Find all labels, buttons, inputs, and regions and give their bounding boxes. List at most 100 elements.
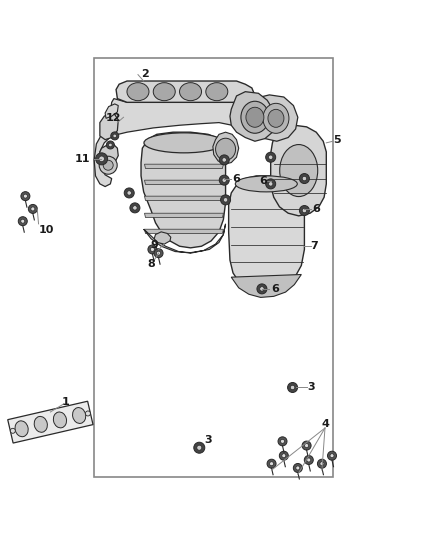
Text: 4: 4 bbox=[321, 419, 329, 429]
Polygon shape bbox=[145, 180, 223, 184]
Circle shape bbox=[307, 458, 311, 462]
Circle shape bbox=[111, 132, 119, 140]
Polygon shape bbox=[145, 229, 223, 233]
Circle shape bbox=[194, 442, 205, 453]
Circle shape bbox=[280, 439, 285, 443]
Circle shape bbox=[23, 194, 28, 198]
Polygon shape bbox=[141, 132, 226, 248]
Circle shape bbox=[293, 464, 302, 472]
Circle shape bbox=[302, 176, 307, 181]
Circle shape bbox=[328, 451, 336, 460]
Circle shape bbox=[133, 206, 137, 210]
Circle shape bbox=[266, 152, 276, 162]
Circle shape bbox=[279, 451, 288, 460]
Circle shape bbox=[99, 156, 104, 161]
Ellipse shape bbox=[127, 83, 149, 101]
Circle shape bbox=[302, 441, 311, 450]
Text: 11: 11 bbox=[74, 154, 90, 164]
Polygon shape bbox=[213, 132, 239, 164]
Circle shape bbox=[127, 191, 131, 195]
Circle shape bbox=[288, 383, 297, 392]
Polygon shape bbox=[145, 196, 223, 200]
Circle shape bbox=[300, 206, 309, 215]
Polygon shape bbox=[94, 93, 274, 187]
Circle shape bbox=[290, 385, 295, 390]
Circle shape bbox=[219, 155, 229, 165]
Circle shape bbox=[95, 153, 108, 165]
Circle shape bbox=[300, 174, 309, 183]
Circle shape bbox=[266, 179, 276, 189]
Circle shape bbox=[150, 247, 155, 252]
Circle shape bbox=[269, 462, 274, 466]
Ellipse shape bbox=[241, 101, 269, 133]
Circle shape bbox=[124, 188, 134, 198]
Polygon shape bbox=[229, 176, 304, 294]
Circle shape bbox=[154, 249, 163, 257]
Text: 6: 6 bbox=[233, 174, 240, 183]
Circle shape bbox=[109, 143, 112, 147]
Ellipse shape bbox=[153, 83, 175, 101]
Ellipse shape bbox=[246, 107, 264, 127]
Ellipse shape bbox=[206, 83, 228, 101]
Text: 2: 2 bbox=[141, 69, 149, 78]
Circle shape bbox=[221, 195, 230, 205]
Ellipse shape bbox=[268, 109, 284, 127]
Text: 5: 5 bbox=[333, 135, 341, 144]
Circle shape bbox=[304, 443, 309, 448]
Polygon shape bbox=[8, 401, 93, 443]
Ellipse shape bbox=[235, 176, 297, 192]
Polygon shape bbox=[251, 95, 298, 141]
Circle shape bbox=[106, 141, 114, 149]
Text: 12: 12 bbox=[105, 114, 121, 123]
Text: 7: 7 bbox=[311, 241, 318, 251]
Ellipse shape bbox=[180, 83, 201, 101]
Circle shape bbox=[223, 198, 228, 202]
Ellipse shape bbox=[280, 144, 318, 197]
Text: 6: 6 bbox=[259, 176, 267, 186]
Ellipse shape bbox=[144, 133, 224, 153]
Polygon shape bbox=[100, 113, 118, 140]
Circle shape bbox=[318, 459, 326, 468]
Circle shape bbox=[21, 219, 25, 223]
Text: 1: 1 bbox=[62, 397, 70, 407]
Ellipse shape bbox=[215, 138, 236, 160]
Circle shape bbox=[304, 456, 313, 464]
Circle shape bbox=[219, 175, 229, 185]
Text: 3: 3 bbox=[307, 383, 315, 392]
Circle shape bbox=[11, 429, 15, 433]
Polygon shape bbox=[105, 104, 118, 118]
Circle shape bbox=[257, 284, 267, 294]
Circle shape bbox=[156, 251, 161, 255]
Circle shape bbox=[282, 454, 286, 458]
Circle shape bbox=[113, 134, 117, 138]
Text: 6: 6 bbox=[271, 284, 279, 294]
Polygon shape bbox=[231, 274, 301, 297]
Polygon shape bbox=[154, 232, 171, 244]
Circle shape bbox=[148, 245, 157, 254]
Circle shape bbox=[302, 208, 307, 213]
Circle shape bbox=[85, 411, 90, 416]
Circle shape bbox=[103, 160, 113, 170]
Text: 6: 6 bbox=[312, 204, 320, 214]
Polygon shape bbox=[144, 224, 226, 253]
Ellipse shape bbox=[53, 412, 67, 428]
Bar bbox=[94, 58, 333, 477]
Circle shape bbox=[268, 182, 273, 186]
Circle shape bbox=[296, 466, 300, 470]
Polygon shape bbox=[99, 144, 118, 166]
Text: 8: 8 bbox=[147, 259, 155, 269]
Circle shape bbox=[18, 217, 27, 225]
Circle shape bbox=[99, 156, 117, 174]
Polygon shape bbox=[271, 125, 326, 216]
Circle shape bbox=[21, 192, 30, 200]
Ellipse shape bbox=[73, 408, 86, 423]
Circle shape bbox=[31, 207, 35, 211]
Circle shape bbox=[130, 203, 140, 213]
Polygon shape bbox=[145, 213, 223, 217]
Circle shape bbox=[330, 454, 334, 458]
Circle shape bbox=[222, 178, 226, 182]
Circle shape bbox=[28, 205, 37, 213]
Text: 10: 10 bbox=[38, 225, 54, 235]
Ellipse shape bbox=[15, 421, 28, 437]
Polygon shape bbox=[230, 92, 276, 141]
